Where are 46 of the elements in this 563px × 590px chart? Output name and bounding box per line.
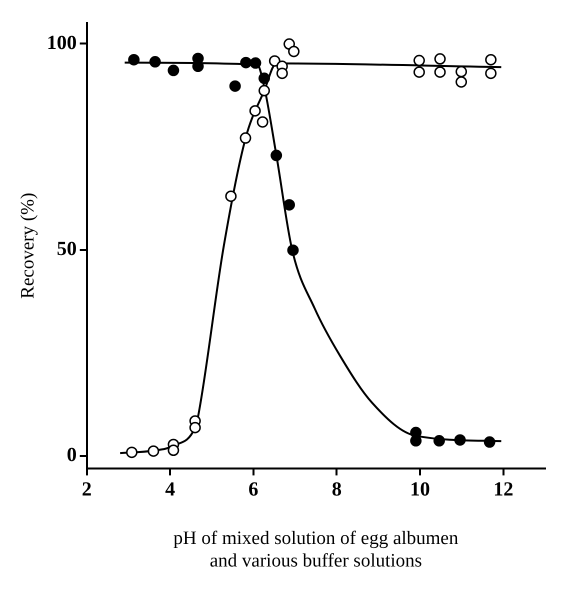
point: [288, 46, 300, 58]
point: [485, 54, 497, 66]
point: [258, 84, 270, 96]
point: [168, 444, 180, 456]
x-axis-title: pH of mixed solution of egg albumen and various buffer solutions: [173, 528, 459, 572]
point: [410, 435, 422, 447]
point: [454, 434, 466, 446]
point: [126, 446, 138, 458]
point: [456, 66, 468, 78]
point: [148, 445, 160, 457]
x-tick-label: 10: [410, 478, 430, 501]
point: [434, 66, 446, 78]
point: [258, 72, 270, 84]
y-tick-label: 50: [56, 238, 77, 260]
point: [484, 436, 496, 448]
x-tick-label: 6: [248, 478, 258, 501]
point: [283, 199, 295, 211]
point: [229, 80, 241, 92]
point: [413, 54, 425, 66]
point: [485, 68, 497, 80]
point: [250, 57, 262, 69]
x-tick-label: 2: [82, 478, 92, 501]
point: [270, 150, 282, 162]
y-tick-label: 100: [46, 32, 77, 54]
point: [456, 76, 468, 88]
y-axis-title: Recovery (%): [17, 192, 38, 299]
point: [287, 244, 299, 256]
point: [256, 116, 268, 128]
x-tick-label: 4: [165, 478, 176, 501]
point: [434, 53, 446, 65]
point: [149, 56, 161, 68]
x-tick-label: 12: [493, 478, 514, 501]
point: [168, 64, 180, 76]
point: [433, 435, 445, 447]
point: [276, 68, 288, 80]
point: [128, 54, 140, 66]
point: [249, 105, 261, 117]
point: [225, 190, 237, 202]
point: [192, 60, 204, 72]
point: [413, 66, 425, 78]
y-tick-label: 0: [66, 444, 77, 466]
point: [189, 422, 201, 434]
x-tick-label: 8: [332, 478, 342, 501]
point: [268, 55, 280, 67]
point: [240, 132, 252, 144]
point: [240, 56, 252, 68]
